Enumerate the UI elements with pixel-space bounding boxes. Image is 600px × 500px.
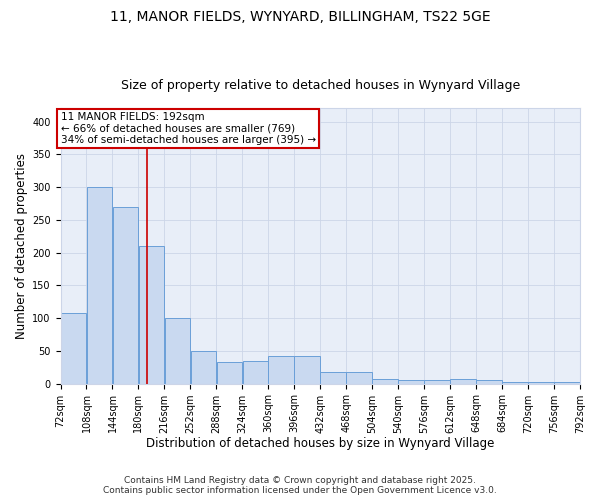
Bar	[528, 382, 554, 384]
Title: Size of property relative to detached houses in Wynyard Village: Size of property relative to detached ho…	[121, 79, 520, 92]
Bar	[61, 313, 86, 384]
Bar	[217, 362, 242, 384]
Bar	[86, 187, 112, 384]
X-axis label: Distribution of detached houses by size in Wynyard Village: Distribution of detached houses by size …	[146, 437, 494, 450]
Bar	[502, 382, 528, 384]
Bar	[554, 382, 580, 384]
Bar	[373, 379, 398, 384]
Bar	[268, 356, 294, 384]
Bar	[476, 380, 502, 384]
Text: Contains HM Land Registry data © Crown copyright and database right 2025.
Contai: Contains HM Land Registry data © Crown c…	[103, 476, 497, 495]
Bar	[164, 318, 190, 384]
Bar	[242, 360, 268, 384]
Bar	[424, 380, 450, 384]
Bar	[295, 356, 320, 384]
Bar	[451, 379, 476, 384]
Y-axis label: Number of detached properties: Number of detached properties	[15, 153, 28, 339]
Bar	[346, 372, 372, 384]
Bar	[139, 246, 164, 384]
Bar	[398, 380, 424, 384]
Bar	[191, 351, 216, 384]
Bar	[320, 372, 346, 384]
Text: 11, MANOR FIELDS, WYNYARD, BILLINGHAM, TS22 5GE: 11, MANOR FIELDS, WYNYARD, BILLINGHAM, T…	[110, 10, 490, 24]
Text: 11 MANOR FIELDS: 192sqm
← 66% of detached houses are smaller (769)
34% of semi-d: 11 MANOR FIELDS: 192sqm ← 66% of detache…	[61, 112, 316, 145]
Bar	[113, 206, 138, 384]
